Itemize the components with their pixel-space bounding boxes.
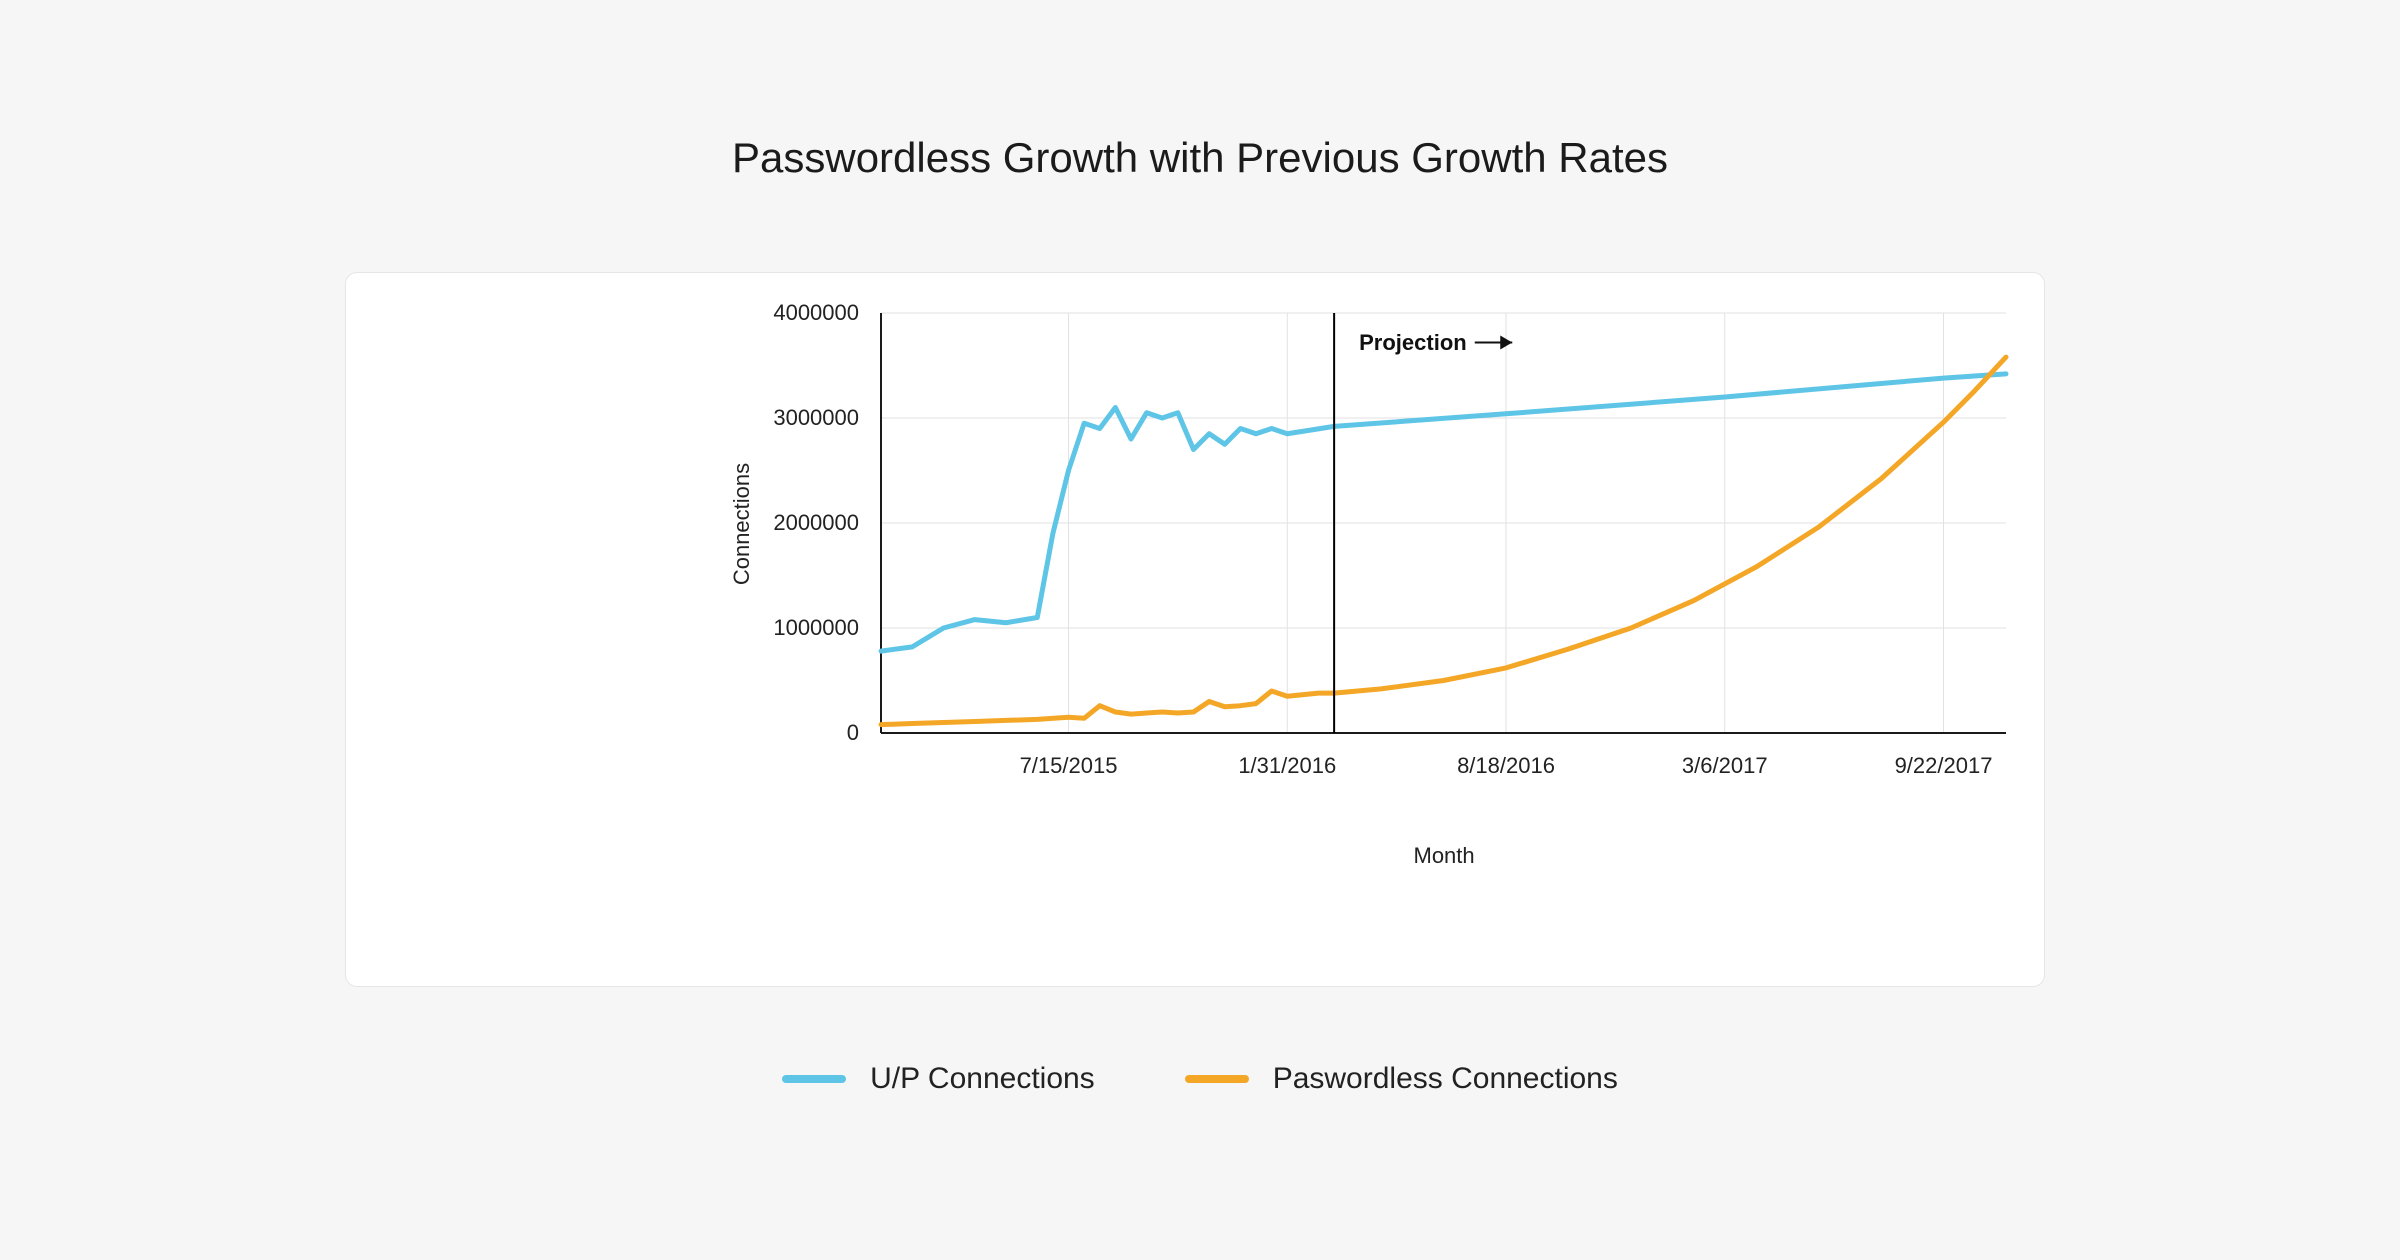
page: Passwordless Growth with Previous Growth… [0,0,2400,1260]
y-tick-label: 4000000 [773,300,859,325]
y-tick-label: 0 [847,720,859,745]
legend-swatch [1185,1075,1249,1083]
y-tick-label: 1000000 [773,615,859,640]
x-tick-label: 1/31/2016 [1238,753,1336,778]
y-tick-label: 3000000 [773,405,859,430]
legend-swatch [782,1075,846,1083]
legend-item: Paswordless Connections [1185,1062,1618,1096]
y-axis-label: Connections [729,463,755,585]
legend-label: U/P Connections [870,1062,1095,1096]
chart-card: 0 1000000 2000000 3000000 4000000 7/15/2015 1/… [345,272,2045,987]
chart-svg: 0 1000000 2000000 3000000 4000000 7/15/2015 1/… [346,273,2046,988]
x-tick-label: 7/15/2015 [1020,753,1118,778]
x-axis-label: Month [1414,843,1475,869]
legend-label: Paswordless Connections [1273,1062,1618,1096]
projection-label: Projection [1359,330,1467,355]
x-tick-label: 3/6/2017 [1682,753,1768,778]
chart-title: Passwordless Growth with Previous Growth… [0,134,2400,182]
x-tick-label: 9/22/2017 [1895,753,1993,778]
x-tick-label: 8/18/2016 [1457,753,1555,778]
legend-item: U/P Connections [782,1062,1095,1096]
y-tick-label: 2000000 [773,510,859,535]
legend: U/P Connections Paswordless Connections [0,1062,2400,1096]
